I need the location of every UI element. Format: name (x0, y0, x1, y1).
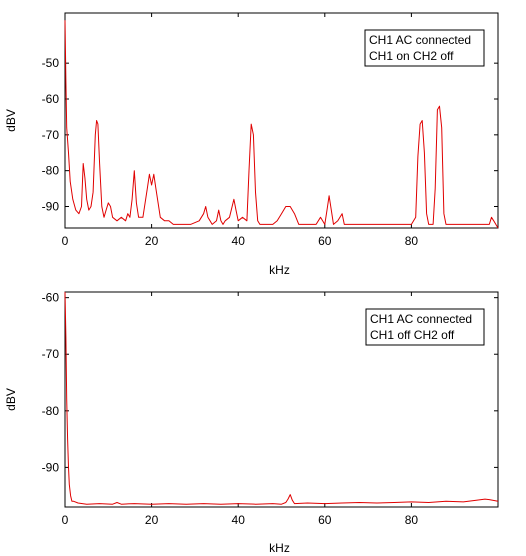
chart1-legend-text: CH1 AC connected (369, 33, 471, 47)
chart1-y-axis-label: dBV (4, 109, 18, 132)
chart1-xtick-label: 40 (232, 234, 246, 248)
chart2-xtick-label: 40 (232, 513, 246, 527)
chart1-legend-text: CH1 on CH2 off (369, 49, 454, 63)
chart2-series-line (64, 291, 499, 505)
chart1-ytick-label: -90 (42, 200, 60, 214)
chart2-xtick-label: 80 (405, 513, 419, 527)
chart1-xtick-label: 80 (405, 234, 419, 248)
chart2-legend-box (365, 308, 485, 346)
chart1-ytick-label: -60 (42, 92, 60, 106)
chart2-ytick-label: -80 (42, 404, 60, 418)
chart2-ytick-label: -60 (42, 291, 60, 305)
chart1-xtick-label: 0 (62, 234, 69, 248)
chart1-xtick-label: 60 (318, 234, 332, 248)
chart1-ytick-label: -80 (42, 164, 60, 178)
chart2-ytick-label: -70 (42, 347, 60, 361)
chart1-ytick-label: -50 (42, 56, 60, 70)
chart1-ytick-label: -70 (42, 128, 60, 142)
chart2-y-axis-label: dBV (4, 388, 18, 411)
chart2-legend-text: CH1 AC connected (370, 312, 472, 326)
chart2-xtick-label: 60 (318, 513, 332, 527)
chart1-series-line (64, 20, 499, 229)
chart2-xtick-label: 0 (62, 513, 69, 527)
chart2-xtick-label: 20 (145, 513, 159, 527)
chart2-ytick-label: -90 (42, 460, 60, 474)
chart1-x-axis-label: kHz (269, 263, 290, 277)
chart2-x-axis-label: kHz (269, 541, 290, 555)
chart1-xtick-label: 20 (145, 234, 159, 248)
chart1-legend-box (364, 29, 485, 67)
chart2-legend-text: CH1 off CH2 off (370, 328, 455, 342)
